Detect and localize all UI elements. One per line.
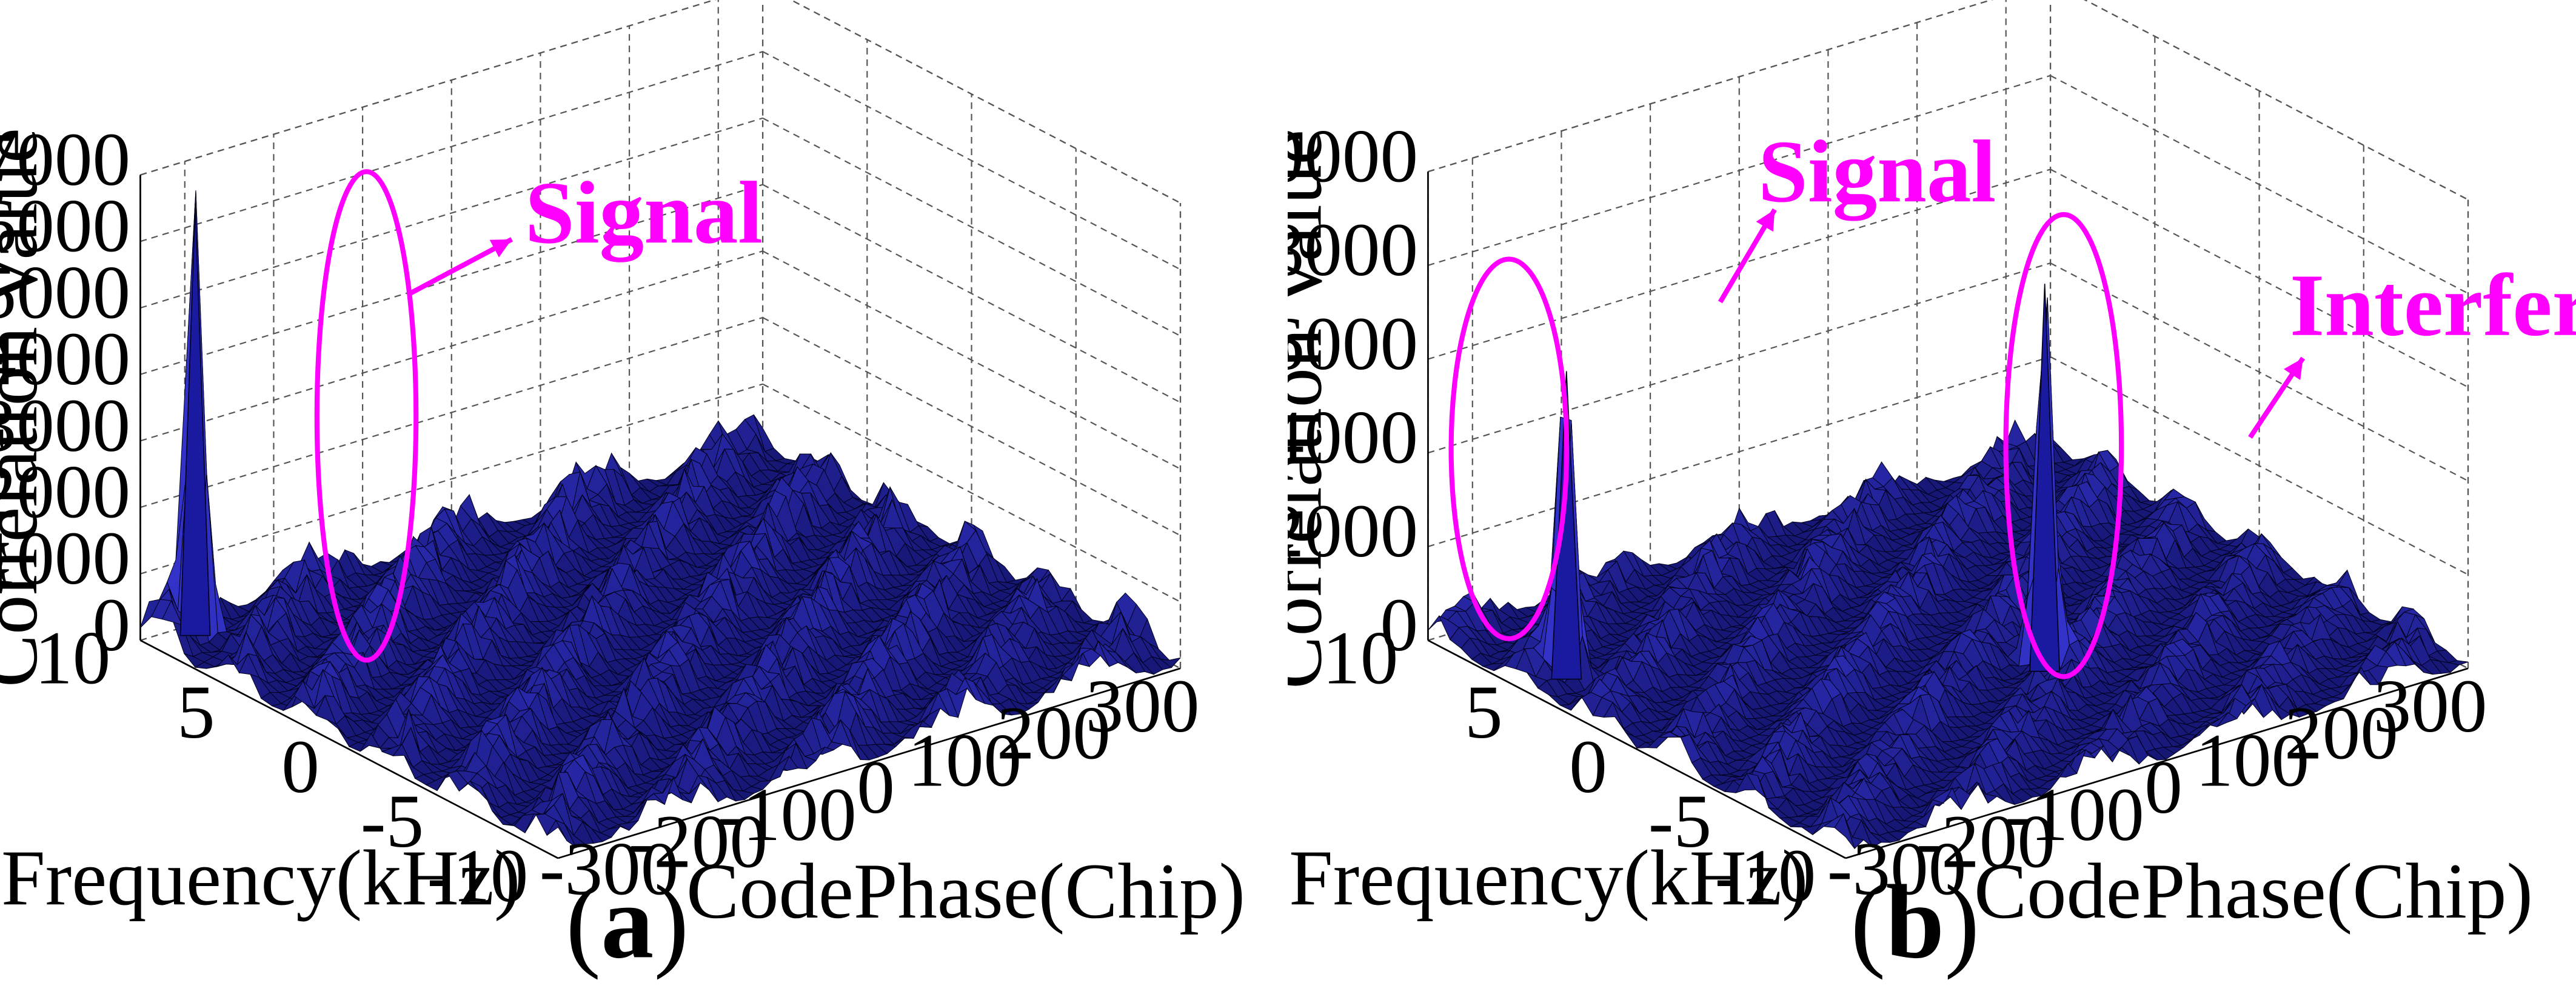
caption-close: ) bbox=[654, 863, 689, 980]
z-axis-label: Correlation Value bbox=[0, 128, 54, 687]
surface-patch bbox=[2006, 419, 2027, 447]
box-edge bbox=[2084, 0, 2469, 201]
z-gridline bbox=[2084, 0, 2469, 201]
peak-spike-signal bbox=[179, 203, 211, 636]
surface-patch bbox=[546, 819, 567, 841]
code-tick-label: 0 bbox=[857, 745, 895, 830]
signal-annotation: Signal bbox=[525, 163, 763, 262]
code-tick-label: -200 bbox=[628, 800, 768, 884]
z-tick-label: 5000 bbox=[0, 250, 130, 335]
code-tick-label: 100 bbox=[908, 718, 1022, 802]
signal-arrow-head bbox=[489, 239, 512, 258]
freq-tick-label: -10 bbox=[427, 834, 528, 918]
z-gridline bbox=[140, 117, 763, 309]
freq-tick-label: 0 bbox=[281, 725, 319, 809]
freq-tick-label: 5 bbox=[177, 670, 215, 755]
plot-root-a: 010002000300040005000600070001050-5-10-3… bbox=[0, 0, 1245, 980]
caption-open: ( bbox=[566, 863, 601, 980]
z-gridline bbox=[762, 383, 1181, 603]
freq-tick-label: 10 bbox=[35, 616, 110, 700]
axis-lines-b bbox=[1427, 172, 2469, 859]
signal-ellipse bbox=[314, 169, 419, 663]
code-axis-label: CodePhase(Chip) bbox=[686, 848, 1245, 935]
surface-plot-b: 02000400060008000100001050-5-10-300-200-… bbox=[1288, 0, 2576, 980]
surface-plot-a: 010002000300040005000600070001050-5-10-3… bbox=[0, 0, 1245, 980]
z-gridline bbox=[140, 0, 717, 176]
surface-mesh-a bbox=[140, 190, 1182, 848]
z-tick-label: 6000 bbox=[0, 184, 130, 268]
z-tick-label: 3000 bbox=[0, 384, 130, 468]
z-tick-label: 2000 bbox=[0, 450, 130, 534]
figure-caption: (a) bbox=[566, 863, 689, 980]
code-axis-line bbox=[1845, 667, 2469, 859]
z-tick-label: 4000 bbox=[0, 317, 130, 401]
z-tick-label: 7000 bbox=[0, 118, 130, 202]
figure-panel-a: 010002000300040005000600070001050-5-10-3… bbox=[0, 0, 1245, 980]
caption-letter: a bbox=[601, 863, 654, 980]
z-tick-label: 0 bbox=[92, 583, 130, 667]
code-tick-label: 300 bbox=[1086, 664, 1200, 748]
freq-tick-label: -5 bbox=[361, 779, 424, 864]
figure-panel-b: 02000400060008000100001050-5-10-300-200-… bbox=[1288, 0, 2576, 1000]
freq-axis-line bbox=[139, 639, 559, 859]
axis-lines-a bbox=[139, 175, 1181, 859]
freq-axis-line bbox=[1427, 639, 1847, 859]
code-tick-label: 200 bbox=[997, 692, 1111, 776]
plot-root-b: 02000400060008000100001050-5-10-300-200-… bbox=[1288, 0, 2576, 980]
code-axis-line bbox=[558, 667, 1181, 859]
z-gridline bbox=[140, 383, 763, 575]
freq-axis-label: Frequency(kHz) bbox=[1, 835, 520, 922]
z-gridline bbox=[762, 117, 1181, 337]
code-tick-label: -100 bbox=[717, 773, 857, 857]
z-gridline bbox=[789, 0, 1181, 204]
code-tick-label: -300 bbox=[540, 827, 679, 911]
